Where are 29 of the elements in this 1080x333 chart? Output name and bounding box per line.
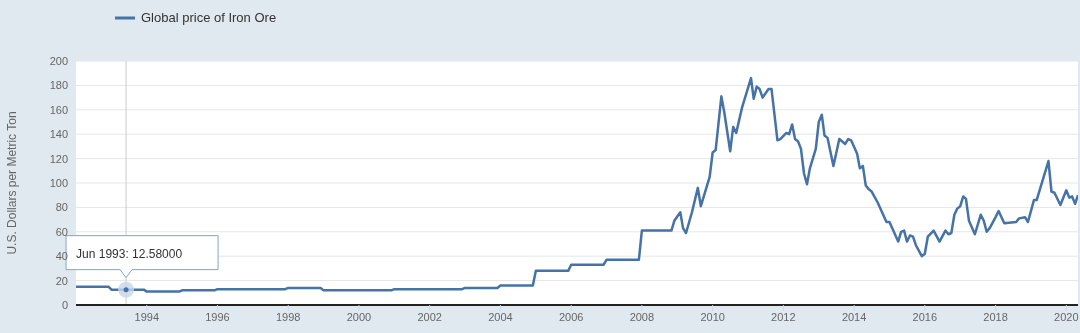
y-tick-label: 0 <box>61 298 68 311</box>
y-tick-label: 160 <box>49 103 68 116</box>
x-tick-label: 2006 <box>558 310 584 323</box>
y-tick-label: 180 <box>49 79 68 92</box>
x-tick-label: 2020 <box>1054 310 1079 323</box>
y-tick-label: 200 <box>49 54 68 67</box>
x-tick-label: 1996 <box>205 310 230 323</box>
x-tick-label: 2002 <box>417 310 442 323</box>
line-series <box>76 76 1078 293</box>
x-tick-label: 1998 <box>276 310 301 323</box>
y-tick-label: 140 <box>49 128 68 141</box>
annotation: Jun 1993: 12.58000 <box>76 246 183 261</box>
x-tick-label: 2016 <box>912 310 938 323</box>
x-tick-label: 2018 <box>983 310 1008 323</box>
legend-label: Global price of Iron Ore <box>141 10 277 25</box>
x-tick-label: 1994 <box>134 310 160 323</box>
x-tick-label: 2008 <box>629 310 655 323</box>
y-tick-label: 20 <box>55 274 68 287</box>
x-tick-label: 2000 <box>346 310 372 323</box>
y-tick-label: 100 <box>49 176 68 189</box>
y-axis-title: U.S. Dollars per Metric Ton <box>5 111 20 255</box>
x-tick-label: 2004 <box>488 310 513 323</box>
y-tick-label: 80 <box>55 201 68 214</box>
y-tick-label: 60 <box>55 225 68 238</box>
x-tick-label: 2014 <box>841 310 867 323</box>
y-tick-label: 120 <box>49 152 68 165</box>
y-tick-label: 40 <box>55 250 68 263</box>
x-tick-label: 2012 <box>771 310 796 323</box>
x-tick-label: 2010 <box>700 310 725 323</box>
